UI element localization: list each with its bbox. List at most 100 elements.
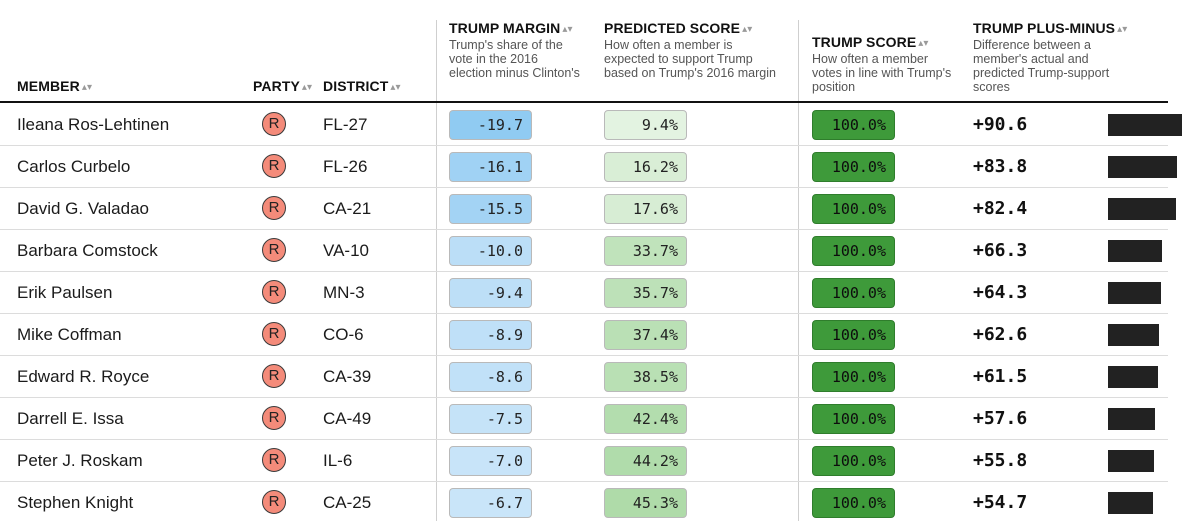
column-divider [798, 20, 799, 521]
plus-minus-value: +54.7 [973, 492, 1028, 513]
plus-minus-bar [1108, 324, 1159, 346]
member-name: Erik Paulsen [17, 283, 113, 302]
trump-score-cell: 100.0% [812, 236, 895, 266]
trump-score-cell: 100.0% [812, 278, 895, 308]
plus-minus-bar [1108, 240, 1162, 262]
row-divider [0, 355, 1168, 356]
party-column-header[interactable]: PARTY ▴▾ [253, 78, 312, 94]
header-rule [0, 101, 1168, 103]
plus-minus-column-header[interactable]: TRUMP PLUS-MINUS ▴▾ [973, 20, 1127, 36]
table-row[interactable]: Darrell E. Issa R CA-49 -7.5 42.4% 100.0… [0, 398, 1168, 440]
sort-arrows-icon[interactable]: ▴▾ [918, 38, 929, 49]
predicted-score-cell: 9.4% [604, 110, 687, 140]
trump-margin-cell: -7.5 [449, 404, 532, 434]
plus-minus-bar [1108, 156, 1177, 178]
member-name: Carlos Curbelo [17, 157, 131, 176]
trump-margin-cell: -16.1 [449, 152, 532, 182]
plus-minus-bar [1108, 408, 1155, 430]
predicted-score-cell: 42.4% [604, 404, 687, 434]
member-name: Ileana Ros-Lehtinen [17, 115, 170, 134]
trump-margin-description: Trump's share of the vote in the 2016 el… [449, 38, 580, 80]
district-column-header[interactable]: DISTRICT ▴▾ [323, 78, 401, 94]
plus-minus-value: +83.8 [973, 156, 1028, 177]
trump-score-cell: 100.0% [812, 404, 895, 434]
party-badge: R [262, 490, 286, 514]
row-divider [0, 229, 1168, 230]
member-name: Peter J. Roskam [17, 451, 143, 470]
predicted-score-column-header[interactable]: PREDICTED SCORE ▴▾ [604, 20, 752, 36]
sort-arrows-icon[interactable]: ▴▾ [301, 82, 313, 93]
row-divider [0, 397, 1168, 398]
trump-margin-cell: -15.5 [449, 194, 532, 224]
table-row[interactable]: Barbara Comstock R VA-10 -10.0 33.7% 100… [0, 230, 1168, 272]
district: FL-27 [323, 115, 368, 134]
row-divider [0, 271, 1168, 272]
plus-minus-bar [1108, 492, 1153, 514]
district: CA-49 [323, 409, 372, 428]
row-divider [0, 187, 1168, 188]
member-name: Mike Coffman [17, 325, 122, 344]
trump-margin-cell: -10.0 [449, 236, 532, 266]
row-divider [0, 145, 1168, 146]
table-row[interactable]: Erik Paulsen R MN-3 -9.4 35.7% 100.0% +6… [0, 272, 1168, 314]
party-header-label: PARTY [253, 78, 300, 94]
predicted-score-cell: 33.7% [604, 236, 687, 266]
district: VA-10 [323, 241, 369, 260]
trump-score-cell: 100.0% [812, 488, 895, 518]
plus-minus-value: +62.6 [973, 324, 1028, 345]
table-row[interactable]: Peter J. Roskam R IL-6 -7.0 44.2% 100.0%… [0, 440, 1168, 482]
plus-minus-bar [1108, 282, 1161, 304]
party-badge: R [262, 112, 286, 136]
plus-minus-value: +61.5 [973, 366, 1028, 387]
trump-score-cell: 100.0% [812, 320, 895, 350]
trump-score-cell: 100.0% [812, 446, 895, 476]
predicted-score-header-label: PREDICTED SCORE [604, 20, 741, 36]
member-name: David G. Valadao [17, 199, 149, 218]
sort-arrows-icon[interactable]: ▴▾ [742, 24, 753, 35]
plus-minus-header-label: TRUMP PLUS-MINUS [973, 20, 1116, 36]
predicted-score-cell: 16.2% [604, 152, 687, 182]
district: FL-26 [323, 157, 368, 176]
plus-minus-bar [1108, 450, 1154, 472]
table-row[interactable]: Ileana Ros-Lehtinen R FL-27 -19.7 9.4% 1… [0, 104, 1182, 146]
party-badge: R [262, 196, 286, 220]
trump-score-column-header[interactable]: TRUMP SCORE ▴▾ [812, 34, 929, 50]
trump-score-description: How often a member votes in line with Tr… [812, 52, 952, 94]
table-row[interactable]: Edward R. Royce R CA-39 -8.6 38.5% 100.0… [0, 356, 1168, 398]
party-badge: R [262, 448, 286, 472]
table-row[interactable]: Mike Coffman R CO-6 -8.9 37.4% 100.0% +6… [0, 314, 1168, 356]
predicted-score-cell: 17.6% [604, 194, 687, 224]
sort-arrows-icon[interactable]: ▴▾ [390, 82, 401, 93]
trump-margin-column-header[interactable]: TRUMP MARGIN ▴▾ [449, 20, 573, 36]
table-row[interactable]: David G. Valadao R CA-21 -15.5 17.6% 100… [0, 188, 1176, 230]
column-divider [436, 20, 437, 521]
party-badge: R [262, 280, 286, 304]
member-header-label: MEMBER [17, 78, 80, 94]
member-name: Darrell E. Issa [17, 409, 124, 428]
sort-arrows-icon[interactable]: ▴▾ [562, 24, 573, 35]
row-divider [0, 481, 1168, 482]
predicted-score-description: How often a member is expected to suppor… [604, 38, 776, 80]
district: CA-39 [323, 367, 372, 386]
plus-minus-value: +55.8 [973, 450, 1028, 471]
table-row[interactable]: Stephen Knight R CA-25 -6.7 45.3% 100.0%… [0, 482, 1168, 524]
trump-margin-cell: -8.9 [449, 320, 532, 350]
table-row[interactable]: Carlos Curbelo R FL-26 -16.1 16.2% 100.0… [0, 146, 1177, 188]
district: CA-21 [323, 199, 372, 218]
predicted-score-cell: 45.3% [604, 488, 687, 518]
trump-margin-cell: -9.4 [449, 278, 532, 308]
district: MN-3 [323, 283, 365, 302]
trump-margin-cell: -7.0 [449, 446, 532, 476]
party-badge: R [262, 406, 286, 430]
trump-score-cell: 100.0% [812, 194, 895, 224]
sort-arrows-icon[interactable]: ▴▾ [81, 82, 93, 93]
trump-margin-cell: -6.7 [449, 488, 532, 518]
trump-score-cell: 100.0% [812, 362, 895, 392]
plus-minus-value: +64.3 [973, 282, 1028, 303]
trump-margin-header-label: TRUMP MARGIN [449, 20, 561, 36]
member-name: Edward R. Royce [17, 367, 150, 386]
member-column-header[interactable]: MEMBER ▴▾ [17, 78, 92, 94]
member-name: Stephen Knight [17, 493, 134, 512]
plus-minus-bar [1108, 366, 1158, 388]
sort-arrows-icon[interactable]: ▴▾ [1117, 24, 1128, 35]
